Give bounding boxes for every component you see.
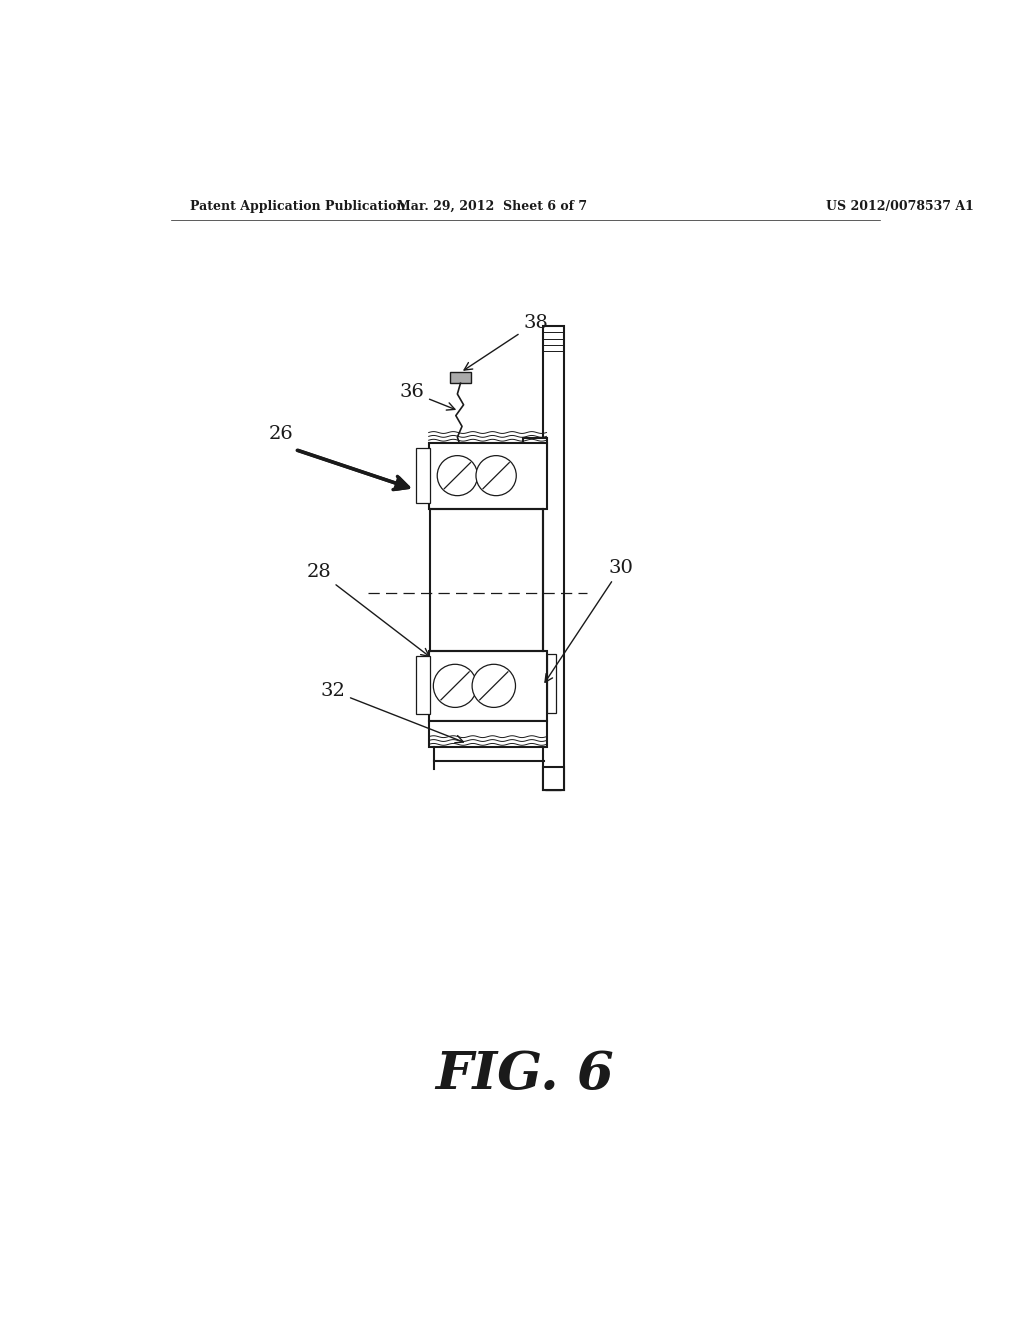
Text: Patent Application Publication: Patent Application Publication [190,199,406,213]
Bar [547,655,556,713]
Bar [450,372,471,383]
Circle shape [472,664,515,708]
Text: 30: 30 [545,558,634,682]
Bar [429,721,547,747]
Text: 38: 38 [464,314,548,370]
FancyBboxPatch shape [543,326,563,789]
Text: 28: 28 [306,562,429,656]
Bar [545,771,561,789]
Bar [543,767,563,789]
Bar [417,656,430,714]
Text: US 2012/0078537 A1: US 2012/0078537 A1 [825,199,974,213]
Circle shape [476,455,516,496]
Circle shape [437,455,477,496]
Bar [417,447,430,503]
Circle shape [433,664,477,708]
Text: 36: 36 [399,383,455,411]
Bar [429,651,547,721]
Bar [429,444,547,508]
Text: Mar. 29, 2012  Sheet 6 of 7: Mar. 29, 2012 Sheet 6 of 7 [397,199,588,213]
Text: 26: 26 [269,425,294,444]
Bar [523,438,547,459]
Text: FIG. 6: FIG. 6 [435,1049,614,1100]
Text: 32: 32 [321,682,464,743]
